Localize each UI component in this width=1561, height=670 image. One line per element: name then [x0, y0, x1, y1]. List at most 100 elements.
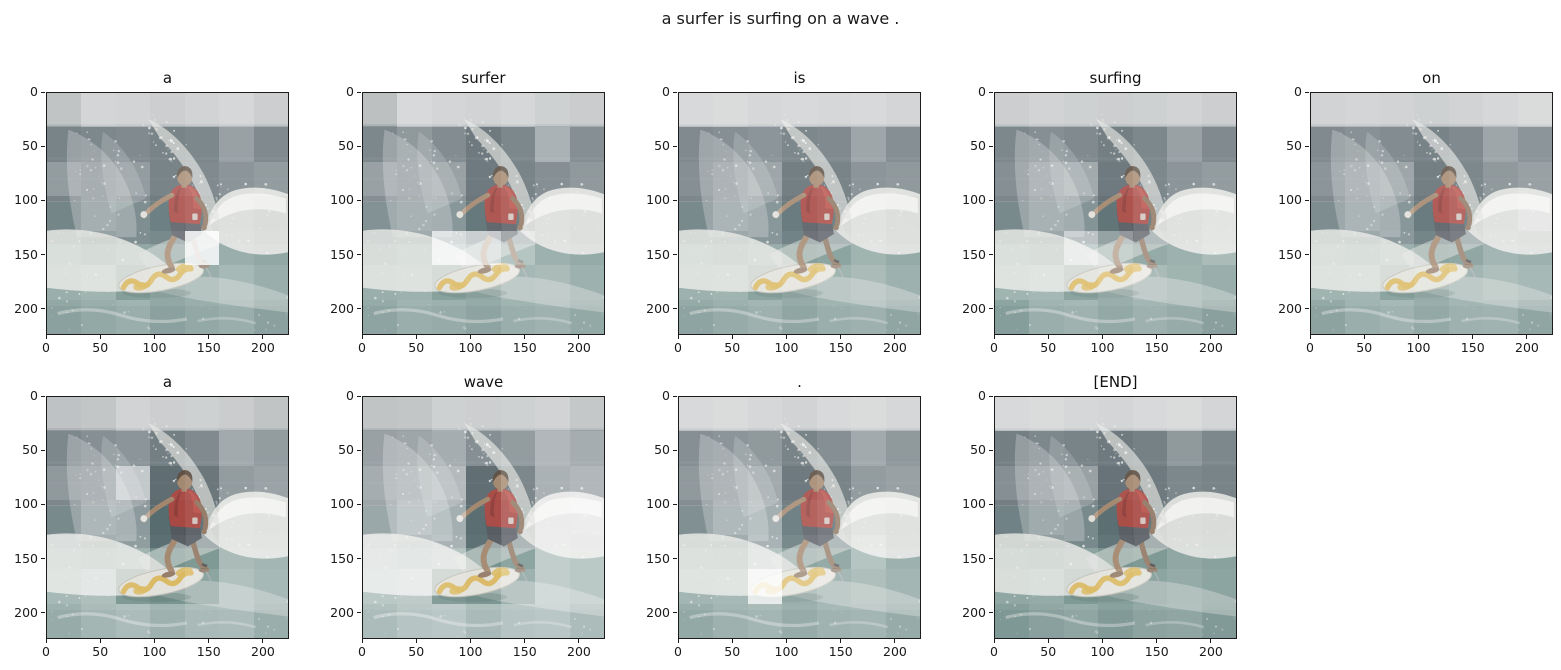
attention-cell	[713, 603, 748, 638]
tick-mark	[361, 335, 363, 339]
attention-cell	[851, 196, 886, 231]
attention-cell	[1029, 534, 1064, 570]
subplot-title: [END]	[1093, 373, 1138, 391]
attention-cell	[81, 230, 116, 266]
attention-cell	[747, 161, 783, 197]
attention-cell	[431, 127, 467, 162]
attention-cell	[1379, 196, 1415, 231]
attention-cell	[253, 431, 288, 466]
y-tick-label: 50	[970, 137, 986, 153]
attention-cell	[816, 534, 852, 570]
attention-cell	[1517, 196, 1552, 231]
attention-cell	[81, 161, 116, 197]
attention-cell	[219, 299, 254, 334]
attention-cell	[47, 534, 82, 570]
attention-cell	[466, 299, 501, 334]
attention-cell	[1132, 265, 1168, 300]
tick-mark	[1305, 145, 1309, 147]
attention-cell	[1167, 127, 1202, 162]
tick-mark	[1210, 639, 1212, 643]
tick-mark	[1210, 335, 1212, 339]
x-tick-label: 100	[142, 340, 167, 355]
attention-cell	[47, 265, 82, 300]
attention-cell	[184, 465, 220, 501]
attention-cell	[782, 431, 817, 466]
tick-mark	[262, 639, 264, 643]
tick-mark	[673, 91, 677, 93]
attention-overlay	[363, 93, 604, 334]
attention-cell	[466, 127, 501, 162]
tick-mark	[469, 335, 471, 339]
attention-cell	[466, 230, 501, 266]
attention-cell	[150, 500, 185, 535]
y-tick-label: 50	[654, 137, 670, 153]
attention-cell	[851, 299, 886, 334]
attention-cell	[363, 534, 398, 570]
attention-cell	[253, 465, 288, 501]
attention-cell	[363, 431, 398, 466]
attention-cell	[431, 161, 467, 197]
attention-cell	[569, 397, 604, 432]
attention-cell	[219, 397, 254, 432]
attention-cell	[1167, 161, 1202, 197]
attention-cell	[431, 196, 467, 231]
attention-cell	[1063, 127, 1099, 162]
attention-cell	[397, 431, 432, 466]
x-tick-label: 100	[774, 340, 799, 355]
attention-cell	[1448, 93, 1484, 128]
attention-cell	[1345, 299, 1380, 334]
attention-cell	[1132, 500, 1168, 535]
attention-cell	[1379, 299, 1415, 334]
attention-cell	[219, 265, 254, 300]
attention-cell	[851, 230, 886, 266]
attention-cell	[1201, 603, 1236, 638]
attention-cell	[219, 161, 254, 197]
attention-cell	[466, 397, 501, 432]
y-tick-label: 150	[646, 550, 670, 566]
attention-cell	[1063, 397, 1099, 432]
attention-cell	[184, 230, 220, 266]
attention-cell	[747, 603, 783, 638]
tick-mark	[840, 335, 842, 339]
attention-cell	[184, 500, 220, 535]
subplot: wave 0 50 100 150 200 0 50 100 150 200	[330, 375, 605, 658]
attention-cell	[1029, 431, 1064, 466]
y-tick-label: 0	[662, 387, 670, 403]
attention-cell	[816, 500, 852, 535]
attention-cell	[397, 230, 432, 266]
attention-cell	[1311, 299, 1346, 334]
attention-cell	[782, 603, 817, 638]
tick-mark	[41, 395, 45, 397]
y-tick-label: 150	[14, 246, 38, 262]
subplot: a 0 50 100 150 200 0 50 100 150 200	[14, 71, 289, 354]
tick-mark	[357, 308, 361, 310]
tick-mark	[578, 335, 580, 339]
tick-mark	[673, 449, 677, 451]
attention-cell	[1063, 569, 1099, 604]
axes-frame	[678, 92, 921, 335]
attention-cell	[747, 465, 783, 501]
tick-mark	[153, 335, 155, 339]
attention-cell	[81, 534, 116, 570]
x-tick-label: 0	[42, 340, 50, 355]
x-tick-label: 200	[883, 340, 907, 355]
attention-cell	[1517, 161, 1552, 197]
tick-mark	[41, 254, 45, 256]
attention-cell	[1517, 93, 1552, 128]
attention-cell	[397, 161, 432, 197]
attention-cell	[535, 161, 570, 197]
attention-cell	[1311, 127, 1346, 162]
tick-mark	[993, 639, 995, 643]
y-tick-label: 50	[970, 441, 986, 457]
attention-overlay	[995, 397, 1236, 638]
attention-cell	[81, 93, 116, 128]
y-tick-label: 200	[330, 604, 354, 620]
tick-mark	[673, 612, 677, 614]
tick-mark	[1047, 639, 1049, 643]
attention-cell	[1517, 127, 1552, 162]
tick-mark	[415, 639, 417, 643]
attention-cell	[679, 465, 714, 501]
attention-cell	[885, 534, 920, 570]
axes-frame	[362, 396, 605, 639]
